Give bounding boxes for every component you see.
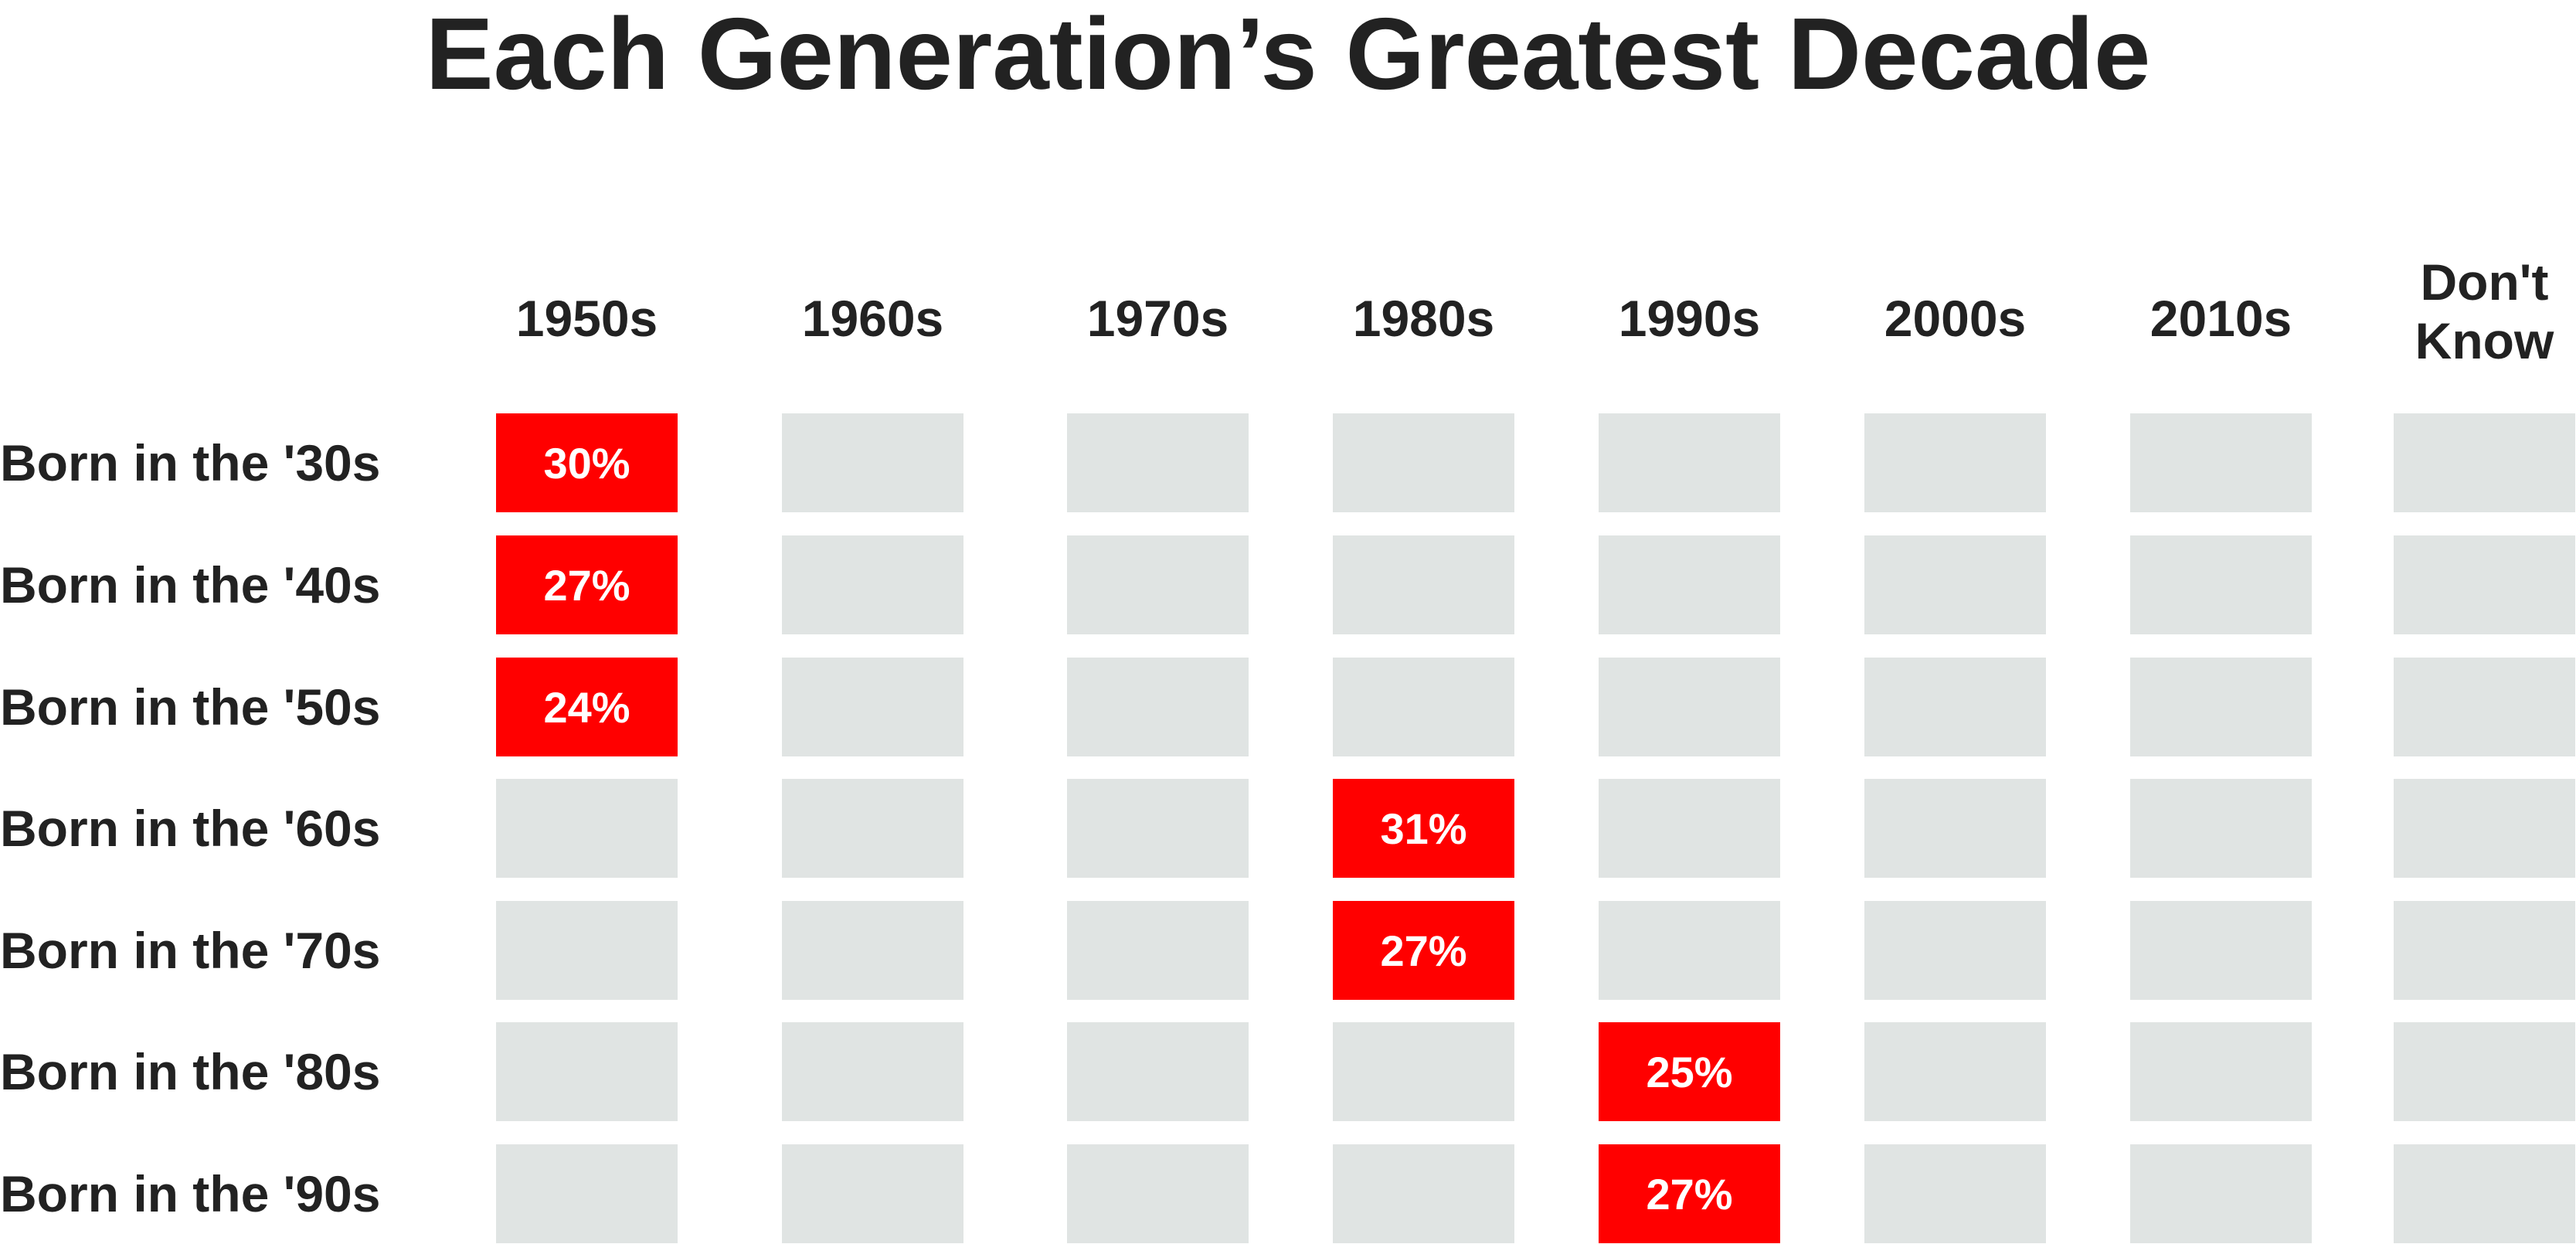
empty-cell-born-in-the-40s-don-t-know [2394, 535, 2575, 634]
empty-cell-born-in-the-50s-1970s [1067, 658, 1249, 756]
heatmap-cells: 30% 27% 24% 31% 27% 25% 27% [496, 413, 2575, 1243]
empty-cell-born-in-the-70s-2010s [2130, 901, 2312, 1000]
empty-cell-born-in-the-70s-1970s [1067, 901, 1249, 1000]
column-label-1960s: 1960s [802, 290, 944, 347]
empty-cell-born-in-the-50s-don-t-know [2394, 658, 2575, 756]
empty-cell-born-in-the-40s-1980s [1333, 535, 1514, 634]
empty-cell-born-in-the-50s-2000s [1864, 658, 2046, 756]
empty-cell-born-in-the-30s-1970s [1067, 413, 1249, 512]
empty-cell-born-in-the-40s-2010s [2130, 535, 2312, 634]
empty-cell-born-in-the-90s-1950s [496, 1144, 678, 1243]
empty-cell-born-in-the-30s-don-t-know [2394, 413, 2575, 512]
empty-cell-born-in-the-30s-1960s [782, 413, 963, 512]
empty-cell-born-in-the-60s-2000s [1864, 779, 2046, 878]
highlight-cell-born-in-the-80s-1990s [1599, 1022, 1780, 1121]
empty-cell-born-in-the-80s-1960s [782, 1022, 963, 1121]
empty-cell-born-in-the-50s-1990s [1599, 658, 1780, 756]
empty-cell-born-in-the-70s-1990s [1599, 901, 1780, 1000]
empty-cell-born-in-the-40s-1990s [1599, 535, 1780, 634]
empty-cell-born-in-the-90s-1960s [782, 1144, 963, 1243]
column-label-1970s: 1970s [1087, 290, 1229, 347]
highlight-cell-born-in-the-60s-1980s [1333, 779, 1514, 878]
empty-cell-born-in-the-40s-1970s [1067, 535, 1249, 634]
empty-cell-born-in-the-90s-1980s [1333, 1144, 1514, 1243]
empty-cell-born-in-the-90s-don-t-know [2394, 1144, 2575, 1243]
row-label-born-in-the-50s: Born in the '50s [0, 678, 380, 736]
cell-value-label: 27% [543, 561, 630, 610]
empty-cell-born-in-the-90s-1970s [1067, 1144, 1249, 1243]
empty-cell-born-in-the-80s-1980s [1333, 1022, 1514, 1121]
empty-cell-born-in-the-50s-1960s [782, 658, 963, 756]
empty-cell-born-in-the-70s-don-t-know [2394, 901, 2575, 1000]
empty-cell-born-in-the-60s-2010s [2130, 779, 2312, 878]
empty-cell-born-in-the-80s-1950s [496, 1022, 678, 1121]
empty-cell-born-in-the-90s-2000s [1864, 1144, 2046, 1243]
row-label-born-in-the-70s: Born in the '70s [0, 922, 380, 979]
empty-cell-born-in-the-70s-1950s [496, 901, 678, 1000]
column-label-2010s: 2010s [2150, 290, 2292, 347]
column-label-2000s: 2000s [1884, 290, 2027, 347]
empty-cell-born-in-the-30s-2000s [1864, 413, 2046, 512]
highlight-cell-born-in-the-40s-1950s [496, 535, 678, 634]
empty-cell-born-in-the-50s-2010s [2130, 658, 2312, 756]
row-labels: Born in the '30s Born in the '40s Born in … [0, 434, 380, 1222]
empty-cell-born-in-the-70s-1960s [782, 901, 963, 1000]
row-label-born-in-the-40s: Born in the '40s [0, 556, 380, 614]
empty-cell-born-in-the-30s-1980s [1333, 413, 1514, 512]
empty-cell-born-in-the-60s-1950s [496, 779, 678, 878]
cell-value-label: 27% [1646, 1170, 1732, 1219]
empty-cell-born-in-the-50s-1980s [1333, 658, 1514, 756]
empty-cell-born-in-the-80s-2000s [1864, 1022, 2046, 1121]
empty-cell-born-in-the-40s-2000s [1864, 535, 2046, 634]
highlight-cell-born-in-the-50s-1950s [496, 658, 678, 756]
cell-value-label: 24% [543, 683, 630, 732]
empty-cell-born-in-the-80s-1970s [1067, 1022, 1249, 1121]
empty-cell-born-in-the-60s-1960s [782, 779, 963, 878]
cell-value-label: 31% [1380, 804, 1466, 853]
empty-cell-born-in-the-60s-1990s [1599, 779, 1780, 878]
row-label-born-in-the-30s: Born in the '30s [0, 434, 380, 491]
row-label-born-in-the-80s: Born in the '80s [0, 1043, 380, 1100]
empty-cell-born-in-the-30s-2010s [2130, 413, 2312, 512]
chart-title: Each Generation’s Greatest Decade [425, 0, 2151, 110]
highlight-cell-born-in-the-70s-1980s [1333, 901, 1514, 1000]
column-label-don-t-know: Don't Know [2415, 253, 2554, 369]
row-label-born-in-the-90s: Born in the '90s [0, 1165, 380, 1222]
empty-cell-born-in-the-80s-2010s [2130, 1022, 2312, 1121]
highlight-cell-born-in-the-90s-1990s [1599, 1144, 1780, 1243]
empty-cell-born-in-the-60s-don-t-know [2394, 779, 2575, 878]
empty-cell-born-in-the-90s-2010s [2130, 1144, 2312, 1243]
empty-cell-born-in-the-30s-1990s [1599, 413, 1780, 512]
column-labels: 1950s 1960s 1970s 1980s 1990s 2000s 2010s Don't… [516, 253, 2554, 369]
cell-value-label: 27% [1380, 926, 1466, 975]
empty-cell-born-in-the-40s-1960s [782, 535, 963, 634]
empty-cell-born-in-the-60s-1970s [1067, 779, 1249, 878]
empty-cell-born-in-the-70s-2000s [1864, 901, 2046, 1000]
empty-cell-born-in-the-80s-don-t-know [2394, 1022, 2575, 1121]
row-label-born-in-the-60s: Born in the '60s [0, 800, 380, 857]
cell-value-label: 30% [543, 439, 630, 488]
column-label-1950s: 1950s [516, 290, 658, 347]
cell-value-label: 25% [1646, 1048, 1732, 1096]
column-label-1990s: 1990s [1619, 290, 1761, 347]
column-label-1980s: 1980s [1353, 290, 1495, 347]
highlight-cell-born-in-the-30s-1950s [496, 413, 678, 512]
